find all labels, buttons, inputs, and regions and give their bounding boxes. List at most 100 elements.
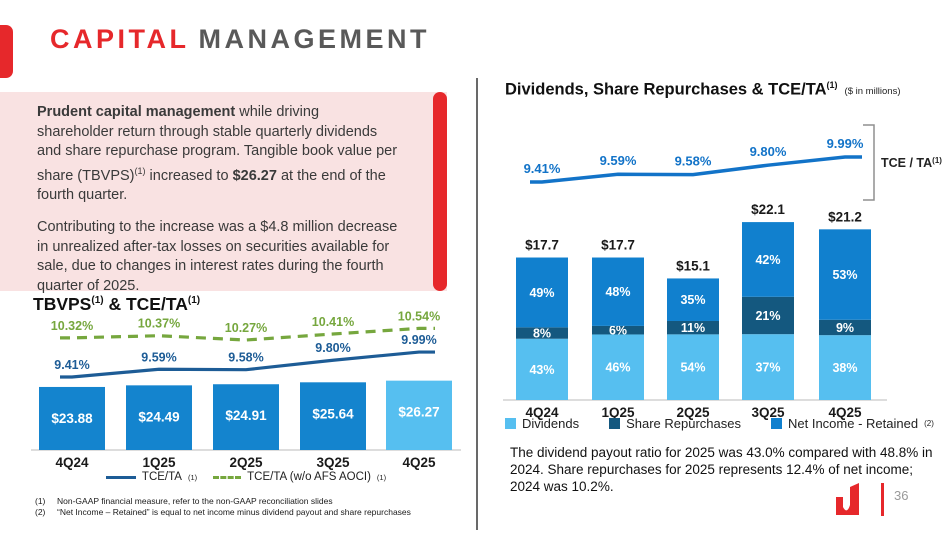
footnote-number: (2) (35, 507, 46, 517)
tceta-line (530, 155, 862, 184)
segment-percent-label: 49% (529, 286, 554, 300)
tbvps-bar (213, 384, 279, 450)
tbvps-tceta-chart: $23.88 4Q24 $24.49 1Q25 $24.91 2Q25 $25.64 3Q25… (31, 309, 461, 470)
footnote-number: (1) (35, 496, 46, 506)
segment-percent-label: 35% (680, 293, 705, 307)
segment-percent-label: 46% (605, 361, 630, 375)
stacked-segment (516, 327, 568, 339)
segment-percent-label: 38% (832, 361, 857, 375)
legend-label: TCE/TA (w/o AFS AOCI) (247, 471, 371, 483)
segment-percent-label: 11% (681, 321, 705, 335)
dividend-payout-note: The dividend payout ratio for 2025 was 4… (510, 445, 933, 494)
legend-item: Dividends (505, 416, 579, 431)
category-label: 1Q25 (142, 455, 176, 470)
segment-percent-label: 54% (680, 361, 705, 375)
title-superscript: (1) (91, 295, 104, 307)
bar-total-label: $17.7 (601, 238, 635, 253)
segment-percent-label: 43% (529, 363, 554, 377)
segment-percent-label: 48% (605, 285, 630, 299)
line-value-label: 10.37% (138, 317, 180, 331)
segment-percent-label: 53% (832, 268, 857, 282)
callout-paragraph-1: Prudent capital management while driving… (37, 103, 399, 205)
bar-total-label: $22.1 (751, 202, 785, 217)
line-value-label: 9.58% (675, 154, 712, 169)
dividends-chart-legend: Dividends Share Repurchases Net Income - R… (505, 416, 945, 431)
stacked-segment (667, 320, 719, 335)
callout-text-segment: while driving shareholder return through… (37, 104, 398, 184)
callout-box: Prudent capital management while driving… (0, 92, 447, 294)
category-label: 1Q25 (601, 405, 635, 420)
line-value-label: 9.41% (524, 161, 561, 176)
legend-superscript: (1) (376, 472, 387, 482)
segment-percent-label: 42% (755, 253, 780, 267)
page-number: 36 (894, 488, 909, 503)
bar-value-label: $23.88 (51, 411, 93, 426)
stacked-segment (592, 334, 644, 400)
solid-line-swatch (105, 475, 136, 479)
footnote-text: Non-GAAP financial measure, refer to the… (57, 496, 333, 506)
line-value-label: 10.54% (398, 309, 440, 323)
segment-percent-label: 6% (609, 324, 627, 338)
tbvps-bar (126, 385, 192, 450)
line-value-label: 10.27% (225, 321, 267, 335)
color-swatch (771, 418, 782, 429)
stacked-segment (819, 319, 871, 336)
dividends-chart-title-text: Dividends, Share Repurchases & TCE/TA (505, 80, 827, 99)
callout-paragraph-2: Contributing to the increase was a $4.8 … (37, 219, 398, 294)
tbvps-bar (386, 380, 452, 450)
legend-item: TCE/TA (w/o AFS AOCI) (1) (213, 471, 386, 483)
footnote: (2) “Net Income – Retained” is equal to n… (35, 507, 411, 518)
category-label: 3Q25 (316, 455, 350, 470)
bar-total-label: $15.1 (676, 258, 710, 273)
color-swatch (505, 418, 516, 429)
segment-percent-label: 37% (755, 361, 780, 375)
tceta-woafs-line (60, 326, 435, 342)
legend-item: Share Repurchases (609, 416, 741, 431)
tbvps-bar (39, 386, 105, 450)
bar-value-label: $24.91 (225, 408, 267, 423)
footnote-text: “Net Income – Retained” is equal to net … (57, 507, 411, 517)
footer-divider (881, 483, 884, 516)
category-label: 4Q25 (828, 405, 862, 420)
line-value-label: 9.80% (750, 144, 787, 159)
callout-text-segment: increased to (145, 167, 233, 184)
bar-value-label: $24.49 (138, 409, 179, 424)
line-value-label: 9.41% (54, 358, 89, 372)
footnotes: (1) Non-GAAP financial measure, refer to … (35, 496, 411, 518)
bar-value-label: $25.64 (312, 406, 354, 421)
bar-total-label: $21.2 (828, 209, 862, 224)
callout-accent-bar (433, 92, 447, 291)
dividends-chart-title: Dividends, Share Repurchases & TCE/TA(1)… (505, 80, 901, 99)
dividends-repurchases-chart: 43% 8% 49% $17.7 4Q24 46% 6% 48% $17.7 1Q25 54% 11%… (503, 124, 942, 420)
stacked-segment (516, 338, 568, 400)
bar-value-label: $26.27 (398, 405, 439, 420)
title-accent-bar (0, 25, 13, 78)
category-label: 2Q25 (229, 455, 263, 470)
legend-label: Net Income - Retained (788, 416, 919, 431)
dividends-chart-title-sup: (1) (826, 80, 838, 90)
stacked-segment (742, 222, 794, 297)
tceta-line (60, 350, 435, 379)
category-label: 3Q25 (751, 405, 785, 420)
title-text: & TCE/TA (103, 294, 188, 314)
stacked-segment (667, 334, 719, 400)
vertical-divider (476, 78, 478, 530)
category-label: 4Q25 (402, 455, 436, 470)
callout-text-segment: $26.27 (232, 167, 277, 184)
bar-total-label: $17.7 (525, 238, 559, 253)
segment-percent-label: 21% (755, 309, 780, 323)
tceta-bracket (863, 124, 875, 201)
legend-label: Dividends (522, 416, 580, 431)
legend-superscript: (1) (187, 472, 198, 482)
stacked-segment (742, 334, 794, 400)
line-value-label: 9.99% (827, 136, 864, 151)
stacked-segment (592, 257, 644, 326)
line-value-label: 9.80% (315, 341, 350, 355)
line-value-label: 9.59% (600, 153, 637, 168)
line-value-label: 9.59% (141, 350, 176, 364)
page-title: CAPITAL MANAGEMENT (50, 24, 430, 55)
legend-label: Share Repurchases (626, 416, 741, 431)
callout-text-segment: (1) (134, 165, 146, 176)
stacked-segment (819, 229, 871, 320)
